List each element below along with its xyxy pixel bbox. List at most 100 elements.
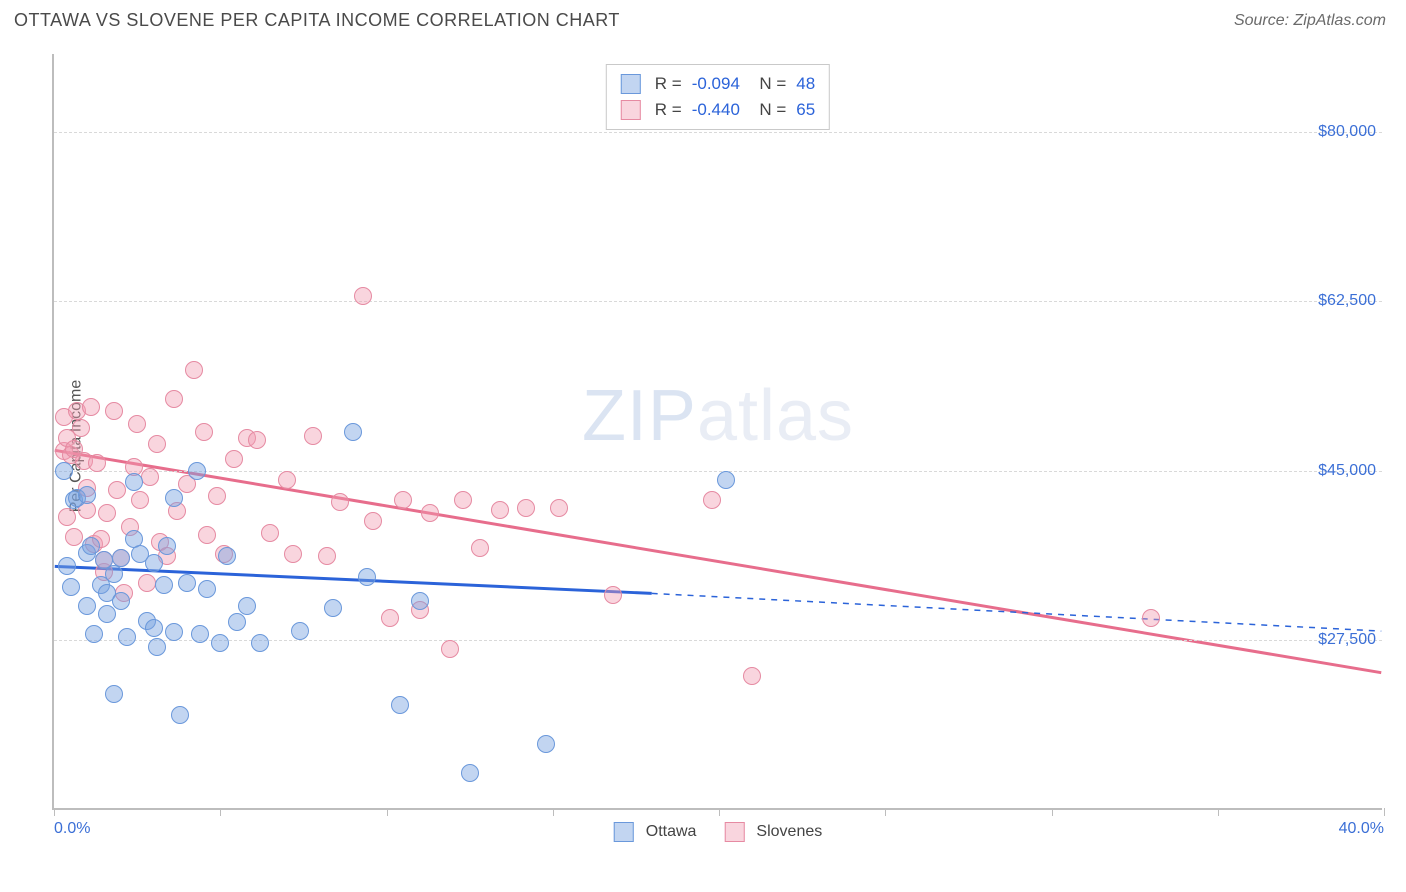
data-point-ottawa xyxy=(78,597,96,615)
legend-stats: R = -0.094 N = 48R = -0.440 N = 65 xyxy=(606,64,830,130)
data-point-ottawa xyxy=(58,557,76,575)
data-point-slovenes xyxy=(441,640,459,658)
data-point-slovenes xyxy=(261,524,279,542)
data-point-slovenes xyxy=(284,545,302,563)
data-point-ottawa xyxy=(112,549,130,567)
data-point-slovenes xyxy=(58,508,76,526)
legend-r-value: -0.094 xyxy=(692,71,740,97)
legend-n-value: 65 xyxy=(796,97,815,123)
data-point-slovenes xyxy=(278,471,296,489)
data-point-ottawa xyxy=(198,580,216,598)
chart-source: Source: ZipAtlas.com xyxy=(1234,12,1386,30)
data-point-slovenes xyxy=(394,491,412,509)
data-point-ottawa xyxy=(158,537,176,555)
legend-n-label: N = xyxy=(750,71,786,97)
data-point-ottawa xyxy=(165,489,183,507)
data-point-slovenes xyxy=(354,287,372,305)
data-point-ottawa xyxy=(171,706,189,724)
data-point-ottawa xyxy=(291,622,309,640)
data-point-ottawa xyxy=(112,592,130,610)
data-point-ottawa xyxy=(228,613,246,631)
legend-r-label: R = xyxy=(655,97,682,123)
data-point-ottawa xyxy=(118,628,136,646)
data-point-slovenes xyxy=(703,491,721,509)
data-point-slovenes xyxy=(108,481,126,499)
legend-series-label: Slovenes xyxy=(756,823,822,841)
watermark-zip: ZIP xyxy=(582,376,697,456)
x-tick-label: 40.0% xyxy=(1339,820,1384,838)
plot-region: ZIPatlas R = -0.094 N = 48R = -0.440 N =… xyxy=(52,54,1382,810)
x-tick-label: 0.0% xyxy=(54,820,90,838)
gridline-h xyxy=(54,132,1382,133)
data-point-slovenes xyxy=(105,402,123,420)
data-point-ottawa xyxy=(391,696,409,714)
x-tick xyxy=(553,808,554,816)
data-point-ottawa xyxy=(218,547,236,565)
data-point-slovenes xyxy=(743,667,761,685)
legend-swatch xyxy=(621,100,641,120)
data-point-slovenes xyxy=(331,493,349,511)
legend-series-label: Ottawa xyxy=(646,823,697,841)
x-tick xyxy=(719,808,720,816)
data-point-slovenes xyxy=(131,491,149,509)
data-point-slovenes xyxy=(88,454,106,472)
legend-stats-row: R = -0.094 N = 48 xyxy=(621,71,815,97)
legend-swatch xyxy=(621,74,641,94)
x-tick xyxy=(220,808,221,816)
data-point-slovenes xyxy=(364,512,382,530)
data-point-ottawa xyxy=(125,473,143,491)
data-point-slovenes xyxy=(517,499,535,517)
gridline-h xyxy=(54,471,1382,472)
data-point-slovenes xyxy=(225,450,243,468)
y-tick-label: $62,500 xyxy=(1318,292,1376,310)
data-point-slovenes xyxy=(98,504,116,522)
legend-r-label: R = xyxy=(655,71,682,97)
data-point-ottawa xyxy=(461,764,479,782)
x-tick xyxy=(1052,808,1053,816)
x-tick xyxy=(1218,808,1219,816)
chart-title: OTTAWA VS SLOVENE PER CAPITA INCOME CORR… xyxy=(14,10,620,31)
data-point-slovenes xyxy=(128,415,146,433)
legend-r-value: -0.440 xyxy=(692,97,740,123)
data-point-slovenes xyxy=(195,423,213,441)
data-point-ottawa xyxy=(537,735,555,753)
chart-header: OTTAWA VS SLOVENE PER CAPITA INCOME CORR… xyxy=(0,0,1406,37)
legend-n-label: N = xyxy=(750,97,786,123)
legend-swatch xyxy=(614,822,634,842)
x-tick xyxy=(1384,808,1385,816)
legend-series: Ottawa Slovenes xyxy=(614,822,823,842)
x-tick xyxy=(885,808,886,816)
data-point-slovenes xyxy=(248,431,266,449)
data-point-ottawa xyxy=(344,423,362,441)
data-point-ottawa xyxy=(191,625,209,643)
data-point-ottawa xyxy=(155,576,173,594)
watermark-rest: atlas xyxy=(697,376,854,456)
data-point-ottawa xyxy=(98,605,116,623)
legend-swatch xyxy=(724,822,744,842)
chart-area: Per Capita Income ZIPatlas R = -0.094 N … xyxy=(14,46,1392,846)
x-tick xyxy=(387,808,388,816)
data-point-ottawa xyxy=(78,486,96,504)
data-point-slovenes xyxy=(304,427,322,445)
data-point-ottawa xyxy=(62,578,80,596)
data-point-ottawa xyxy=(85,625,103,643)
x-tick xyxy=(54,808,55,816)
data-point-ottawa xyxy=(211,634,229,652)
data-point-slovenes xyxy=(550,499,568,517)
data-point-ottawa xyxy=(411,592,429,610)
data-point-slovenes xyxy=(82,398,100,416)
data-point-slovenes xyxy=(138,574,156,592)
data-point-slovenes xyxy=(1142,609,1160,627)
data-point-ottawa xyxy=(105,685,123,703)
data-point-ottawa xyxy=(55,462,73,480)
legend-series-item: Ottawa xyxy=(614,822,697,842)
data-point-ottawa xyxy=(178,574,196,592)
data-point-slovenes xyxy=(318,547,336,565)
data-point-slovenes xyxy=(198,526,216,544)
gridline-h xyxy=(54,301,1382,302)
data-point-ottawa xyxy=(238,597,256,615)
data-point-slovenes xyxy=(208,487,226,505)
data-point-slovenes xyxy=(491,501,509,519)
y-tick-label: $27,500 xyxy=(1318,631,1376,649)
y-tick-label: $45,000 xyxy=(1318,462,1376,480)
